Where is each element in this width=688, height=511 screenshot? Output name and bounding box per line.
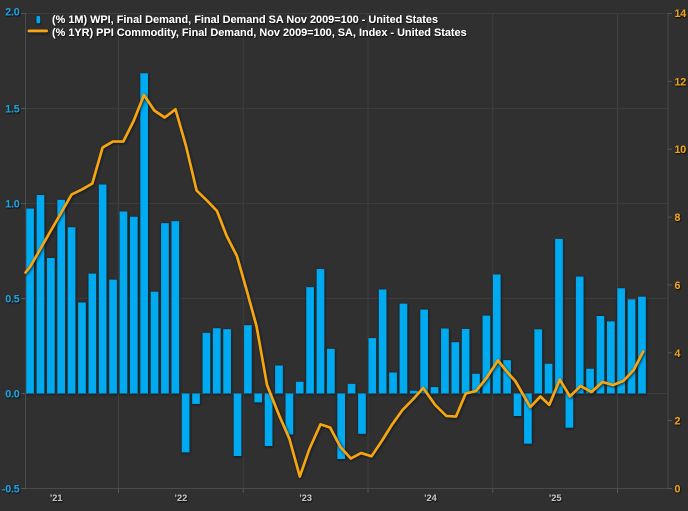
svg-text:1.0: 1.0 xyxy=(5,199,20,211)
svg-text:4: 4 xyxy=(675,348,681,360)
svg-text:0.5: 0.5 xyxy=(5,294,20,306)
svg-text:0: 0 xyxy=(675,484,681,496)
svg-text:’24: ’24 xyxy=(424,493,438,503)
svg-text:6: 6 xyxy=(675,280,681,292)
svg-text:8: 8 xyxy=(675,212,681,224)
svg-text:14: 14 xyxy=(675,8,687,20)
svg-text:10: 10 xyxy=(675,144,687,156)
svg-text:2.0: 2.0 xyxy=(5,7,20,19)
svg-text:-0.5: -0.5 xyxy=(2,484,20,496)
svg-text:12: 12 xyxy=(675,76,687,88)
svg-text:’21: ’21 xyxy=(50,493,63,503)
svg-text:’22: ’22 xyxy=(174,493,187,503)
svg-text:’25: ’25 xyxy=(549,493,562,503)
svg-text:0.0: 0.0 xyxy=(5,389,20,401)
svg-text:’23: ’23 xyxy=(299,493,312,503)
svg-text:1.5: 1.5 xyxy=(5,104,20,116)
svg-text:(% 1M) WPI, Final Demand, Fina: (% 1M) WPI, Final Demand, Final Demand S… xyxy=(52,14,438,26)
svg-text:2: 2 xyxy=(675,416,681,428)
svg-text:(% 1YR) PPI Commodity, Final D: (% 1YR) PPI Commodity, Final Demand, Nov… xyxy=(52,27,467,39)
